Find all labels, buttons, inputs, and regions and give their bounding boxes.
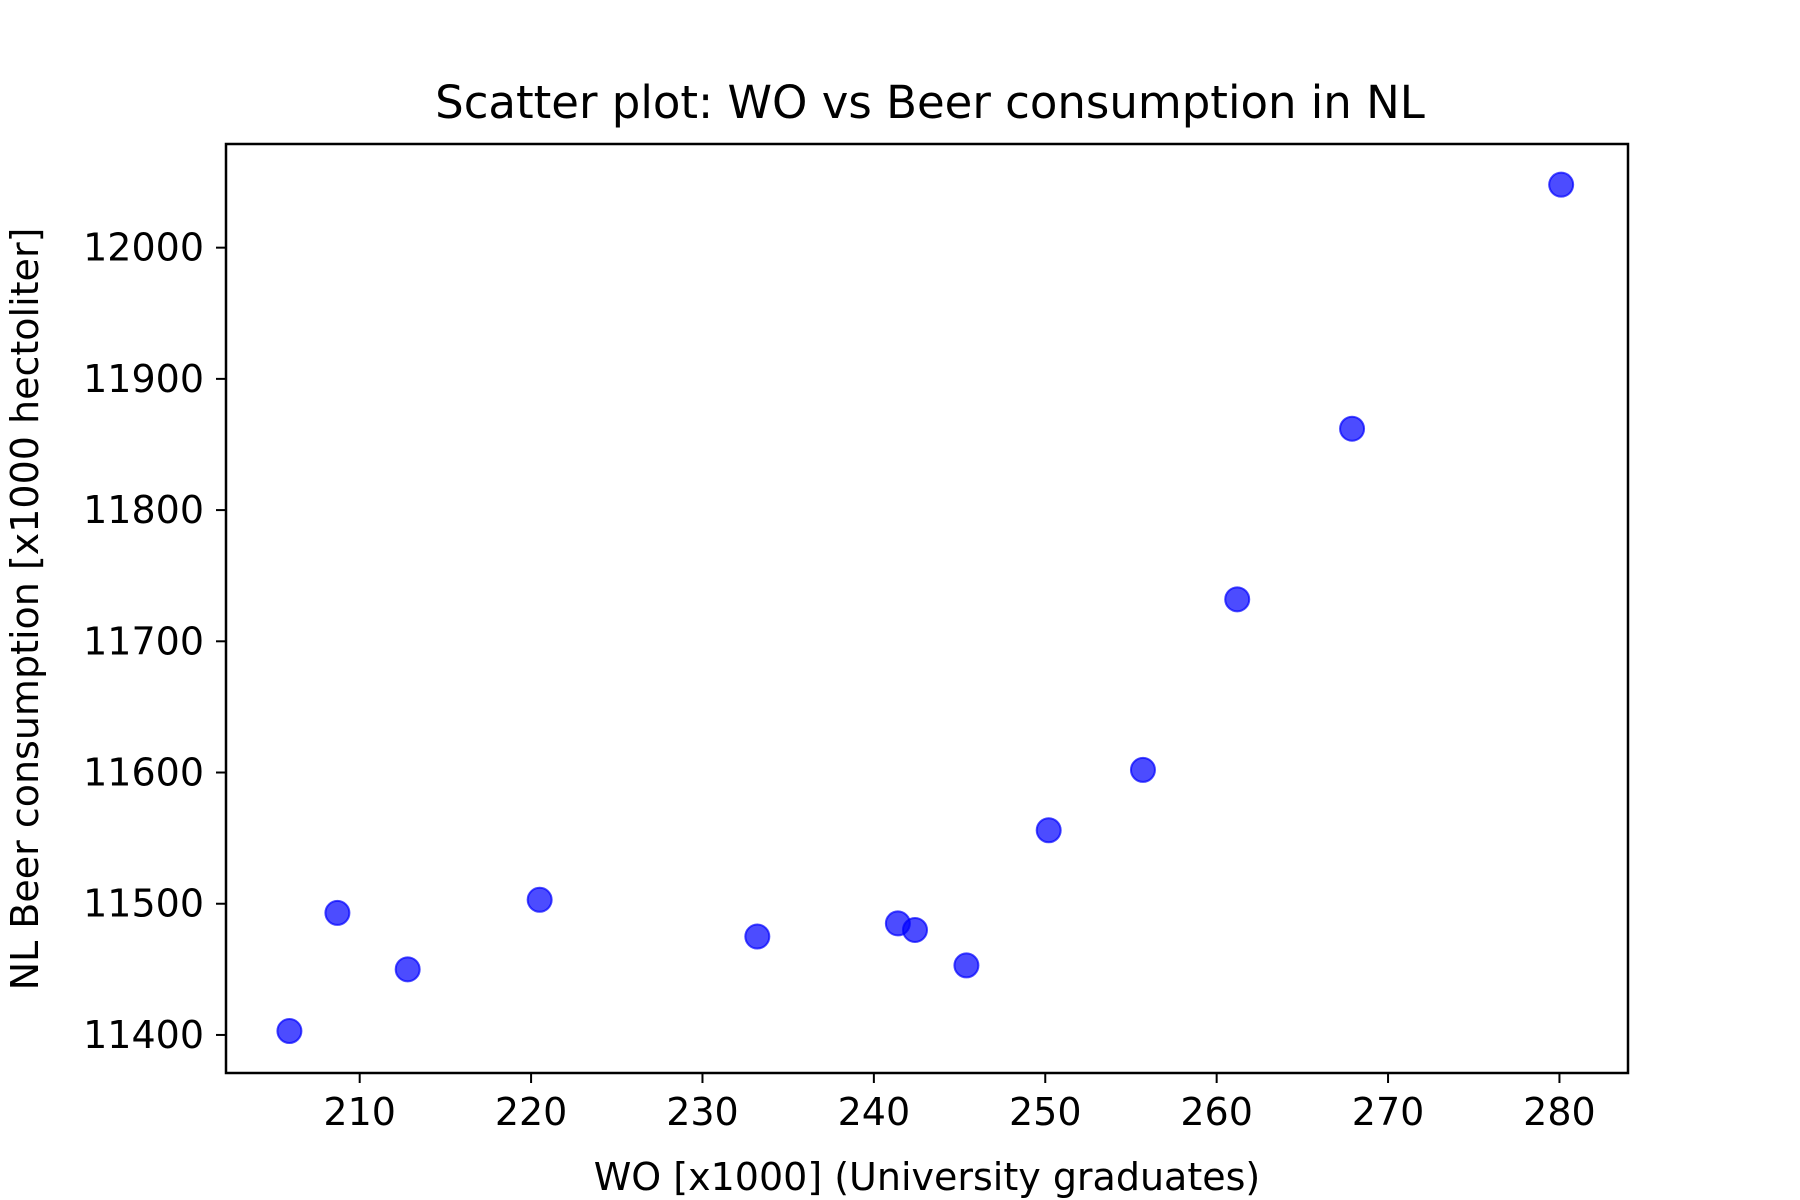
y-tick-label: 11900 xyxy=(83,357,204,401)
x-axis-label: WO [x1000] (University graduates) xyxy=(594,1155,1261,1199)
y-axis-ticks: 11400 11500 11600 11700 11800 11900 12000 xyxy=(83,226,226,1057)
x-tick-label: 210 xyxy=(323,1090,396,1134)
scatter-point xyxy=(394,956,421,983)
x-tick-label: 270 xyxy=(1352,1090,1425,1134)
scatter-point xyxy=(1129,756,1156,783)
x-tick-label: 230 xyxy=(666,1090,739,1134)
x-tick-label: 260 xyxy=(1180,1090,1253,1134)
x-axis-ticks: 210 220 230 240 250 260 270 280 xyxy=(323,1073,1596,1134)
y-tick-label: 11500 xyxy=(83,882,204,926)
x-tick-label: 280 xyxy=(1523,1090,1596,1134)
scatter-point xyxy=(526,886,553,913)
scatter-point xyxy=(324,899,351,926)
y-tick-label: 11600 xyxy=(83,751,204,795)
scatter-point xyxy=(902,916,929,943)
x-tick-label: 250 xyxy=(1009,1090,1082,1134)
y-tick-label: 11800 xyxy=(83,488,204,532)
scatter-point xyxy=(744,923,771,950)
chart-title: Scatter plot: WO vs Beer consumption in … xyxy=(435,76,1425,129)
scatter-point xyxy=(1339,415,1366,442)
y-tick-label: 11700 xyxy=(83,619,204,663)
y-axis-label: NL Beer consumption [x1000 hectoliter] xyxy=(3,228,47,991)
scatter-point xyxy=(1035,817,1062,844)
x-tick-label: 220 xyxy=(495,1090,568,1134)
plot-frame xyxy=(224,142,1630,1075)
scatter-point xyxy=(276,1018,303,1045)
scatter-point xyxy=(1224,586,1251,613)
y-tick-label: 11400 xyxy=(83,1013,204,1057)
scatter-point xyxy=(953,952,980,979)
y-tick-label: 12000 xyxy=(83,226,204,270)
data-points xyxy=(276,171,1575,1045)
scatter-point xyxy=(1548,171,1575,198)
x-tick-label: 240 xyxy=(838,1090,911,1134)
